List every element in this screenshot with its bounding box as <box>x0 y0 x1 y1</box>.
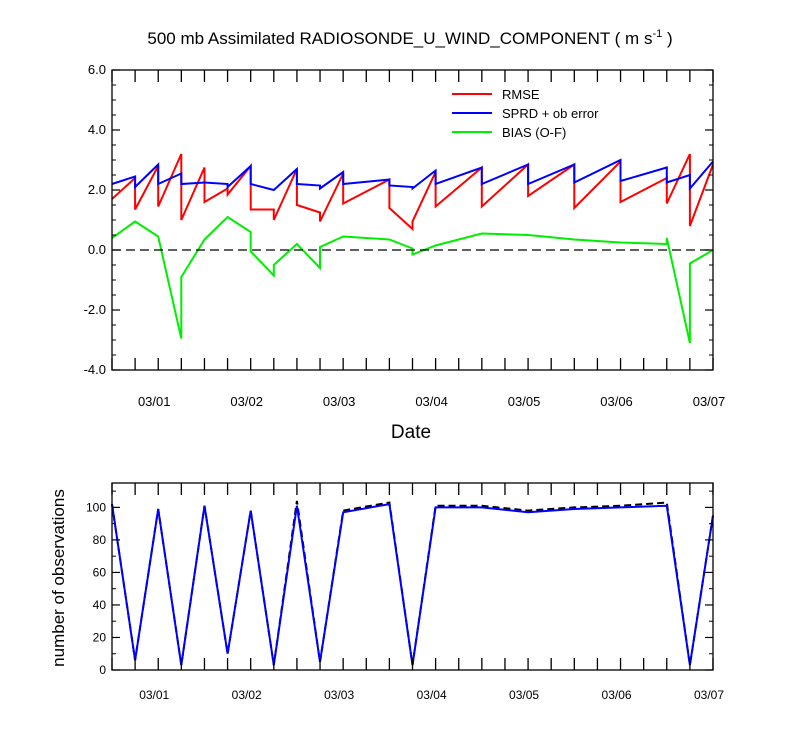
series-line-rmse <box>111 153 714 232</box>
x-tick-label: 03/07 <box>694 688 724 702</box>
y-tick-label: 0.0 <box>88 242 106 257</box>
y-tick-label: -2.0 <box>84 302 106 317</box>
x-tick-label: 03/05 <box>508 394 541 409</box>
x-tick-label: 03/07 <box>693 394 726 409</box>
x-axis-label: Date <box>391 422 431 443</box>
x-tick-label: 03/06 <box>602 688 632 702</box>
x-tick-label: 03/01 <box>139 688 169 702</box>
top-chart: 500 mb Assimilated RADIOSONDE_U_WIND_COM… <box>84 28 726 443</box>
x-tick-label: 03/05 <box>509 688 539 702</box>
x-tick-label: 03/02 <box>232 688 262 702</box>
bottom-axes: 0 20 40 60 80 100 03/01 03/02 03/03 03/04 03/05 03/… <box>86 482 724 702</box>
x-tick-label: 03/01 <box>138 394 171 409</box>
legend-label: RMSE <box>502 87 540 102</box>
y-tick-label: 4.0 <box>88 122 106 137</box>
bottom-chart: 0 20 40 60 80 100 03/01 03/02 03/03 03/04 03/05 03/… <box>49 482 724 702</box>
y-tick-label: 0 <box>99 663 106 677</box>
series-line-used <box>111 502 714 666</box>
top-plot-area <box>111 153 714 344</box>
plot-frame <box>111 482 714 671</box>
y-tick-label: 80 <box>93 533 107 547</box>
y-tick-label: 2.0 <box>88 182 106 197</box>
chart-title: 500 mb Assimilated RADIOSONDE_U_WIND_COM… <box>147 28 672 48</box>
legend-label: BIAS (O-F) <box>502 125 566 140</box>
series-line-sprd-ob-error <box>111 158 714 192</box>
y-tick-label: 60 <box>93 565 107 579</box>
y-tick-label: 40 <box>93 598 107 612</box>
y-axis-label: number of observations <box>49 489 68 667</box>
x-tick-label: 03/04 <box>415 394 448 409</box>
x-tick-label: 03/03 <box>323 394 356 409</box>
x-tick-label: 03/02 <box>230 394 263 409</box>
legend-label: SPRD + ob error <box>502 106 599 121</box>
x-tick-label: 03/03 <box>324 688 354 702</box>
top-axes: -4.0 -2.0 0.0 2.0 4.0 6.0 03/01 03/02 03/03 03/04… <box>84 62 726 409</box>
bottom-plot-area <box>111 500 714 666</box>
y-tick-label: 100 <box>86 500 106 514</box>
y-tick-label: -4.0 <box>84 362 106 377</box>
series-line-bias-o-f <box>111 215 714 344</box>
legend: RMSE SPRD + ob error BIAS (O-F) <box>452 87 599 140</box>
x-tick-label: 03/06 <box>600 394 633 409</box>
y-tick-label: 20 <box>93 630 107 644</box>
y-tick-label: 6.0 <box>88 62 106 77</box>
x-tick-label: 03/04 <box>417 688 447 702</box>
